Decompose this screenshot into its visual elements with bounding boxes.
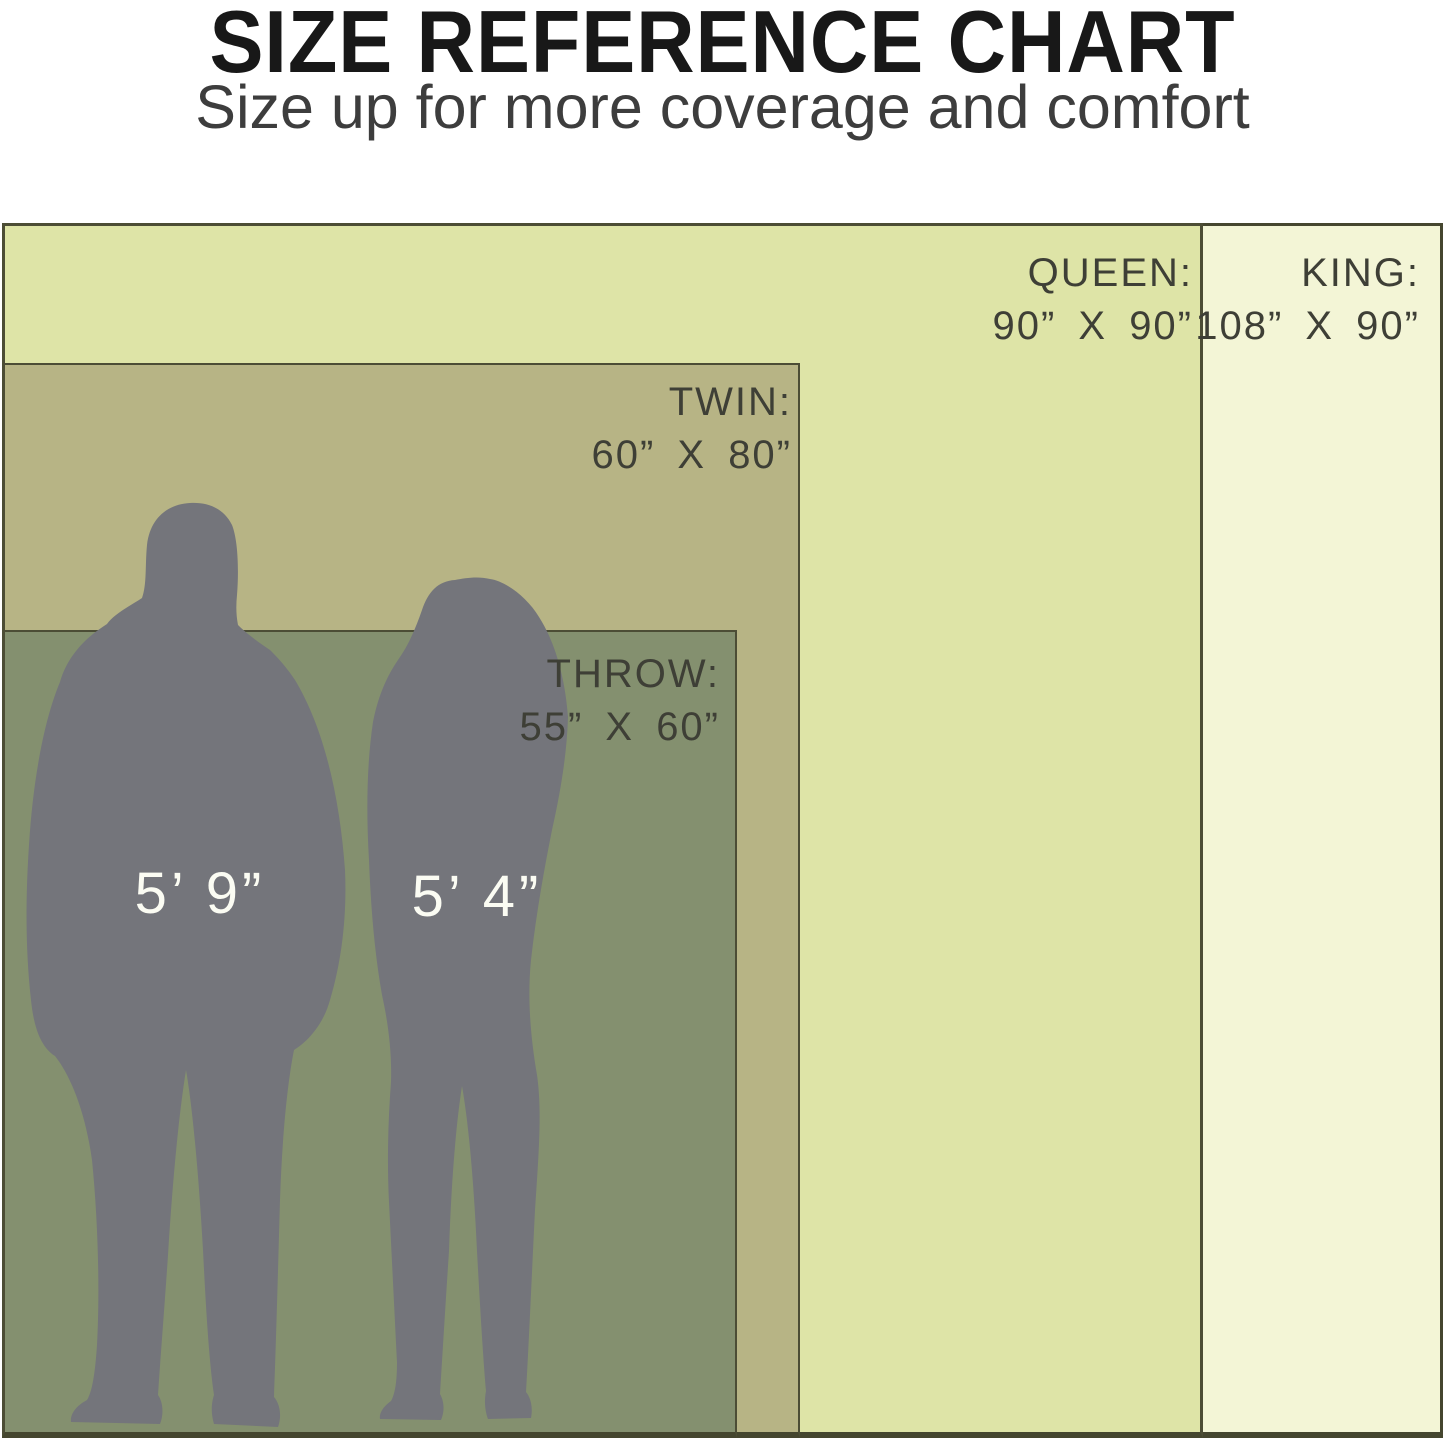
man-height-label: 5’ 9” (134, 861, 266, 926)
twin-size-name: TWIN: (668, 380, 792, 424)
woman-silhouette (367, 577, 568, 1420)
size-comparison-chart: QUEEN: 90” X 90” KING: 108” X 90” TWIN: … (2, 223, 1443, 1438)
throw-size-label: THROW: 55” X 60” (519, 648, 720, 754)
woman-height-label: 5’ 4” (411, 864, 543, 929)
twin-size-label: TWIN: 60” X 80” (591, 376, 792, 482)
queen-size-label: QUEEN: 90” X 90” (992, 247, 1193, 353)
king-size-name: KING: (1301, 251, 1420, 295)
people-silhouettes (26, 502, 568, 1427)
page-subtitle: Size up for more coverage and comfort (195, 73, 1250, 141)
twin-size-dimensions: 60” X 80” (591, 433, 792, 477)
page-title: SIZE REFERENCE CHART (209, 0, 1236, 91)
queen-size-name: QUEEN: (1027, 251, 1193, 295)
king-size-label: KING: 108” X 90” (1195, 247, 1420, 353)
queen-size-dimensions: 90” X 90” (992, 304, 1193, 348)
king-size-dimensions: 108” X 90” (1195, 304, 1420, 348)
throw-size-dimensions: 55” X 60” (519, 705, 720, 749)
throw-size-name: THROW: (546, 652, 720, 696)
man-silhouette (26, 502, 346, 1427)
